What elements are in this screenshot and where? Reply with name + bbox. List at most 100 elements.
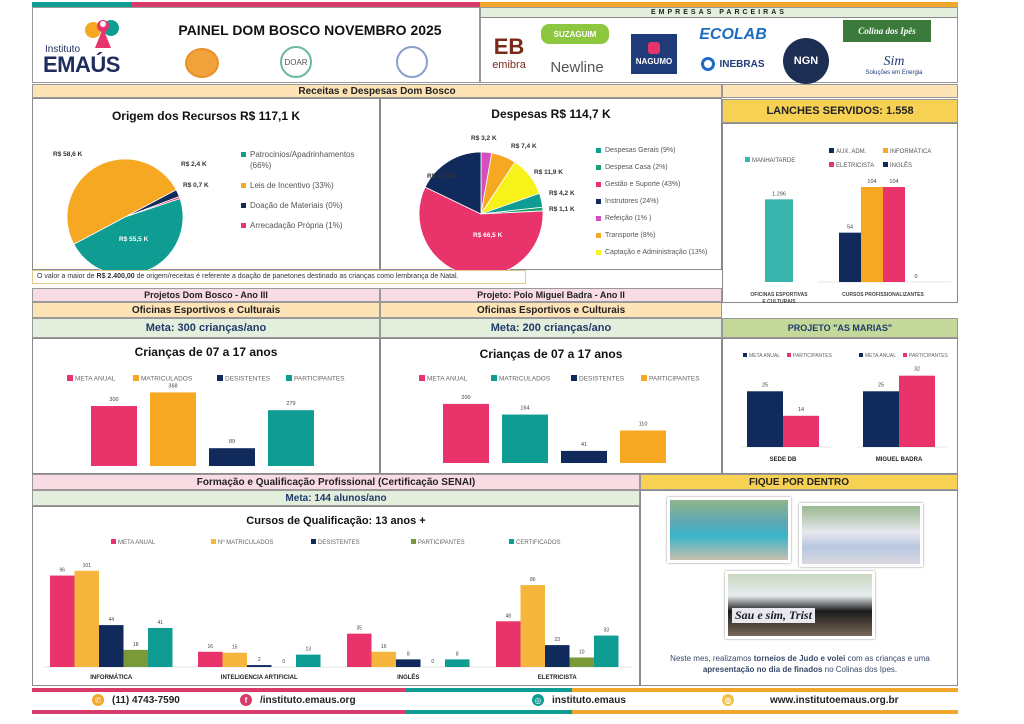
legend-item: Leis de Incentivo (33%) — [241, 180, 376, 191]
legend-label: Gestão e Suporte (43%) — [605, 181, 681, 188]
bar-data-label: 16 — [381, 644, 387, 650]
partner-logo-ngn: NGN — [783, 38, 829, 84]
x-axis-label: MIGUEL BADRA — [876, 457, 923, 463]
photo-presentation[interactable]: Sau e sim, Trist — [725, 571, 875, 639]
bar — [620, 430, 666, 463]
footer-facebook[interactable]: f /instituto.emaus.org — [240, 694, 356, 706]
bar-data-label: 279 — [286, 401, 295, 407]
legend-swatch — [829, 162, 834, 167]
bar-data-label: 25 — [878, 382, 884, 388]
footer-stripe-pink-bottom — [32, 710, 405, 714]
legend-label: AUX. ADM. — [836, 149, 867, 155]
seal-3-icon — [396, 46, 428, 78]
db-criancas-panel: Crianças de 07 a 17 anos META ANUAL MATRI… — [32, 338, 380, 474]
instagram-icon: ◎ — [532, 694, 544, 706]
x-axis-label: OFICINAS ESPORTIVAS — [750, 292, 808, 298]
bar — [594, 635, 619, 667]
legend-label: PARTICIPANTES — [294, 376, 345, 383]
legend-item: Despesas Gerais (9%) — [596, 145, 721, 156]
bar-data-label: 33 — [603, 628, 609, 634]
bar — [861, 187, 883, 282]
legend-swatch — [67, 375, 73, 381]
lanches-panel: MANHA/TARDE AUX. ADM. INFORMÁTICA ELETRICIS… — [722, 123, 958, 304]
bar — [198, 651, 223, 667]
bar-data-label: 0 — [431, 659, 434, 665]
facebook-icon: f — [240, 694, 252, 706]
bar-data-label: 18 — [133, 642, 139, 648]
bar-data-label: 1.296 — [772, 191, 786, 197]
legend-swatch — [743, 353, 747, 357]
pie-data-label: R$ 7,4 K — [511, 143, 537, 150]
projetos-mb-title: Projeto: Polo Miguel Badra - Ano II — [380, 288, 722, 302]
pie-data-label: R$ 20,5 K — [427, 173, 457, 180]
bar — [123, 649, 148, 667]
photo-team-group[interactable] — [667, 497, 791, 563]
legend-swatch — [491, 375, 497, 381]
bar — [222, 652, 247, 667]
bar-data-label: 101 — [83, 563, 92, 569]
formacao-meta: Meta: 144 alunos/ano — [32, 490, 640, 506]
legend-label: DESISTENTES — [579, 376, 625, 383]
legend-label: PARTICIPANTES — [909, 353, 949, 359]
bar-data-label: 41 — [581, 442, 587, 448]
legend-swatch — [596, 182, 601, 187]
legend-label: Leis de Incentivo (33%) — [250, 181, 334, 190]
photo-judo-kids[interactable] — [799, 503, 923, 567]
pie-data-label: R$ 11,9 K — [534, 169, 563, 176]
mb-criancas-bar-chart: META ANUAL MATRICULADOS DESISTENTES PARTICI… — [419, 375, 700, 463]
legend-label: Patrocinios/Apadrinhamentos (66%) — [250, 150, 355, 170]
seal-doar-icon: DOAR — [280, 46, 312, 78]
x-axis-label: E CULTURAIS — [762, 299, 796, 304]
bar — [569, 657, 594, 667]
legend-swatch — [311, 539, 316, 544]
legend-swatch — [596, 250, 601, 255]
fique-title: FIQUE POR DENTRO — [640, 474, 958, 490]
bar — [247, 665, 272, 667]
emaus-logo: Instituto EMAÚS — [43, 18, 133, 78]
bar-data-label: 89 — [229, 439, 235, 445]
legend-swatch — [883, 162, 888, 167]
bar-data-label: 110 — [639, 422, 648, 428]
fique-panel: Sau e sim, Trist Neste mes, realizamos t… — [640, 490, 958, 686]
footer-ig-handle[interactable]: ◎ instituto.emaus — [532, 694, 626, 706]
x-axis-label: INTELIGENCIA ARTIFICIAL — [221, 675, 298, 681]
projetos-db-subtitle: Oficinas Esportivos e Culturais — [32, 302, 380, 318]
bar — [148, 627, 173, 667]
legend-swatch — [596, 216, 601, 221]
legend-label: PARTICIPANTES — [418, 540, 465, 546]
lanches-title: LANCHES SERVIDOS: 1.558 — [722, 99, 958, 123]
partner-logo-suzaguim: SUZAGUIM — [541, 24, 609, 44]
legend-label: PARTICIPANTES — [649, 376, 700, 383]
bar — [445, 659, 470, 667]
section-receitas-header-right — [722, 84, 958, 98]
projetos-db-meta: Meta: 300 crianças/ano — [32, 318, 380, 338]
cursos-panel: Cursos de Qualificação: 13 anos + META A… — [32, 506, 640, 686]
footer-phone[interactable]: ✆ (11) 4743-7590 — [92, 694, 180, 706]
bar-data-label: 10 — [579, 649, 585, 655]
pie-data-label: R$ 1,1 K — [549, 206, 575, 213]
footer-stripe-orange-top — [572, 688, 958, 692]
bar-data-label: 8 — [456, 651, 459, 657]
legend-item: Despesa Casa (2%) — [596, 162, 721, 173]
legend-label: INGLÊS — [890, 161, 912, 169]
legend-item: Patrocinios/Apadrinhamentos (66%) — [241, 149, 376, 171]
bar-data-label: 25 — [762, 382, 768, 388]
legend-swatch — [883, 148, 888, 153]
footer-stripe-orange-bottom — [572, 710, 958, 714]
legend-label: Instrutores (24%) — [605, 198, 659, 205]
x-axis-label: INFORMÁTICA — [90, 674, 133, 681]
bar-data-label: 2 — [258, 657, 261, 663]
legend-item: Captação e Administração (13%) — [596, 247, 721, 258]
footer-website[interactable]: ◍ www.institutoemaus.org.br — [722, 694, 899, 706]
top-stripe-teal — [32, 2, 132, 7]
legend-swatch — [596, 199, 601, 204]
bar — [74, 570, 99, 667]
despesas-panel: Despesas R$ 114,7 K R$ 4,2 K R$ 1,1 K R$ 6… — [380, 98, 722, 271]
bar-data-label: 96 — [59, 568, 65, 574]
legend-label: CERTIFICADOS — [516, 540, 561, 546]
legend-swatch — [217, 375, 223, 381]
legend-item: Transporte (8%) — [596, 230, 721, 241]
bar-data-label: 44 — [108, 617, 114, 623]
phone-icon: ✆ — [92, 694, 104, 706]
cursos-bar-chart: META ANUAL Nº MATRICULADOS DESISTENTES PART… — [43, 539, 633, 681]
